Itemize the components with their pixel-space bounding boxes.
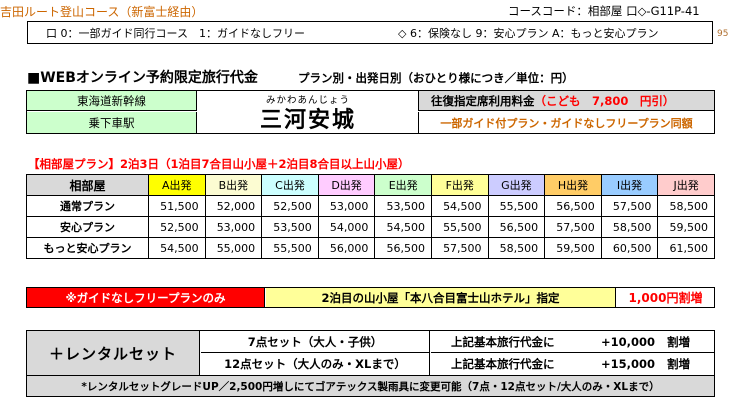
price-cell: 56,500 xyxy=(374,237,432,259)
col-g: G出発 xyxy=(487,174,546,196)
price-cell: 57,500 xyxy=(544,216,602,238)
price-cell: 53,000 xyxy=(317,195,376,217)
price-cell: 54,500 xyxy=(430,195,489,217)
table-row: 通常プラン 51,500 52,000 52,500 53,000 53,500… xyxy=(26,195,715,217)
price-cell: 51,500 xyxy=(148,195,206,217)
price-cell: 52,500 xyxy=(148,216,206,238)
option-right: ◇ 6：保険なし 9：安心プラン A：もっと安心プラン xyxy=(398,26,659,40)
price-cell: 57,500 xyxy=(600,195,659,217)
course-title: 吉田ルート登山コース（新富士経由） xyxy=(0,4,204,19)
col-e: E出発 xyxy=(374,174,432,196)
rental-item-12-unit: 割増 xyxy=(667,357,690,371)
plan-heading: 【相部屋プラン】2泊3日（1泊目7合目山小屋＋2泊目8合目以上山小屋） xyxy=(28,157,410,171)
price-cell: 55,500 xyxy=(487,195,546,217)
price-cell: 56,500 xyxy=(487,216,546,238)
price-cell: 58,500 xyxy=(600,216,659,238)
course-code: コースコード：相部屋 口◇-G11P-41 xyxy=(508,4,700,18)
col-b: B出発 xyxy=(204,174,263,196)
price-cell: 57,500 xyxy=(430,237,489,259)
price-cell: 58,500 xyxy=(487,237,546,259)
price-cell: 56,500 xyxy=(544,195,602,217)
station-label: 乗下車駅 xyxy=(27,112,197,133)
rental-item-12-amount: +15,000 xyxy=(600,357,655,371)
line-label: 東海道新幹線 xyxy=(27,91,197,111)
col-d: D出発 xyxy=(317,174,376,196)
rental-footnote: *レンタルセットグレードUP／2,500円増しにてゴアテックス製雨具に変更可能（… xyxy=(27,375,714,396)
rental-item-7-desc: 上記基本旅行代金に xyxy=(451,334,555,349)
section-title: ■WEBオンライン予約限定旅行代金 xyxy=(27,70,258,86)
col-f: F出発 xyxy=(430,174,489,196)
fare-label: 往復指定席利用料金 xyxy=(431,93,535,108)
guide-free-hotel: 2泊目の山小屋「本八合目富士山ホテル」指定 xyxy=(266,288,616,307)
price-cell: 54,500 xyxy=(148,237,206,259)
section-subtitle: プラン別・出発日別（おひとり様につき／単位：円） xyxy=(298,71,574,85)
price-cell: 61,500 xyxy=(657,237,715,259)
col-c: C出発 xyxy=(261,174,319,196)
corner-cell: 相部屋 xyxy=(26,174,149,196)
row-label: 通常プラン xyxy=(26,195,149,217)
rental-title: ＋レンタルセット xyxy=(27,331,200,375)
price-header-row: 相部屋 A出発 B出発 C出発 D出発 E出発 F出発 G出発 H出発 I出発 … xyxy=(26,174,715,196)
col-i: I出発 xyxy=(600,174,659,196)
price-cell: 60,500 xyxy=(600,237,659,259)
table-row: もっと安心プラン 54,500 55,000 55,500 56,000 56,… xyxy=(26,237,715,259)
price-cell: 56,000 xyxy=(317,237,376,259)
row-label: 安心プラン xyxy=(26,216,149,238)
price-cell: 52,000 xyxy=(204,195,263,217)
price-cell: 58,500 xyxy=(657,195,715,217)
guide-free-surcharge: 1,000円割増 xyxy=(628,291,703,305)
rental-item-7-price: 上記基本旅行代金に +10,000 割増 xyxy=(431,331,714,353)
col-h: H出発 xyxy=(544,174,602,196)
price-table: 相部屋 A出発 B出発 C出発 D出発 E出発 F出発 G出発 H出発 I出発 … xyxy=(26,174,715,259)
station-reading: みかわあんじょう xyxy=(265,95,350,106)
options-box: 口 0：一部ガイド同行コース 1：ガイドなしフリー ◇ 6：保険なし 9：安心プ… xyxy=(27,21,713,44)
price-cell: 53,500 xyxy=(374,195,432,217)
guide-free-box: ※ガイドなしフリープランのみ 2泊目の山小屋「本八合目富士山ホテル」指定 1,0… xyxy=(26,287,715,308)
price-cell: 55,500 xyxy=(261,237,319,259)
price-cell: 59,500 xyxy=(544,237,602,259)
rental-item-7-name: 7点セット（大人・子供） xyxy=(201,331,430,353)
rental-item-7-unit: 割増 xyxy=(667,334,690,349)
rental-box: ＋レンタルセット 7点セット（大人・子供） 12点セット（大人のみ・XLまで） … xyxy=(26,330,715,397)
option-left: 口 0：一部ガイド同行コース 1：ガイドなしフリー xyxy=(46,26,305,40)
rental-item-12-desc: 上記基本旅行代金に xyxy=(451,357,555,371)
price-cell: 59,500 xyxy=(657,216,715,238)
price-cell: 55,500 xyxy=(430,216,489,238)
station-box: 東海道新幹線 乗下車駅 みかわあんじょう 三河安城 往復指定席利用料金 （こども… xyxy=(26,90,715,134)
row-label: もっと安心プラン xyxy=(26,237,149,259)
price-cell: 52,500 xyxy=(261,195,319,217)
fare-row: 往復指定席利用料金 （こども 7,800 円引） xyxy=(418,91,714,111)
col-a: A出発 xyxy=(148,174,206,196)
fare-child: （こども 7,800 円引） xyxy=(534,93,675,108)
rental-item-12-price: 上記基本旅行代金に +15,000 割増 xyxy=(431,353,714,375)
price-cell: 53,000 xyxy=(204,216,263,238)
price-cell: 55,000 xyxy=(204,237,263,259)
col-j: J出発 xyxy=(657,174,715,196)
fare-note: 一部ガイド付プラン・ガイドなしフリープラン同額 xyxy=(418,112,714,133)
price-cell: 54,000 xyxy=(317,216,376,238)
station-name: 三河安城 xyxy=(259,108,356,133)
rental-item-12-name: 12点セット（大人のみ・XLまで） xyxy=(201,353,430,375)
table-row: 安心プラン 52,500 53,000 53,500 54,000 54,500… xyxy=(26,216,715,238)
price-cell: 54,500 xyxy=(374,216,432,238)
price-cell: 53,500 xyxy=(261,216,319,238)
page-number: 95 xyxy=(717,29,729,39)
rental-item-7-amount: +10,000 xyxy=(600,334,655,349)
guide-free-label: ※ガイドなしフリープランのみ xyxy=(27,288,265,307)
